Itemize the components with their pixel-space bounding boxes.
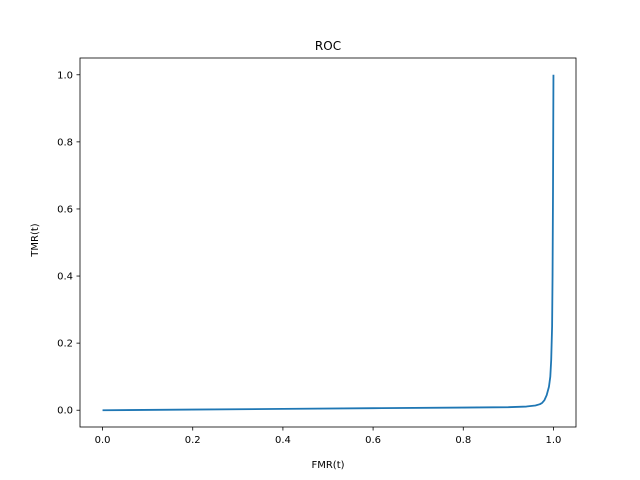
roc-curve-line (102, 74, 555, 412)
x-tick-label: 0.2 (185, 435, 201, 446)
y-axis-label: TMR(t) (30, 223, 41, 258)
x-tick-label: 1.0 (546, 435, 562, 446)
y-tick-label: 0.0 (57, 406, 73, 417)
axes-frame (79, 57, 577, 428)
y-tick-label: 0.6 (57, 204, 73, 215)
x-axis-label: FMR(t) (311, 460, 344, 471)
plot-area: 0.0 0.2 0.4 0.6 0.8 1.0 0.0 0.2 0.4 0.6 0.8 1.0 (57, 57, 577, 446)
x-tick-label: 0.0 (95, 435, 111, 446)
x-tick-label: 0.6 (365, 435, 381, 446)
y-tick-label: 0.4 (57, 272, 73, 283)
x-tick-label: 0.8 (455, 435, 471, 446)
y-tick-label: 0.2 (57, 339, 73, 350)
y-tick-label: 1.0 (57, 70, 73, 81)
chart-title: ROC (315, 39, 341, 53)
y-tick-label: 0.8 (57, 137, 73, 148)
x-tick-label: 0.4 (275, 435, 291, 446)
